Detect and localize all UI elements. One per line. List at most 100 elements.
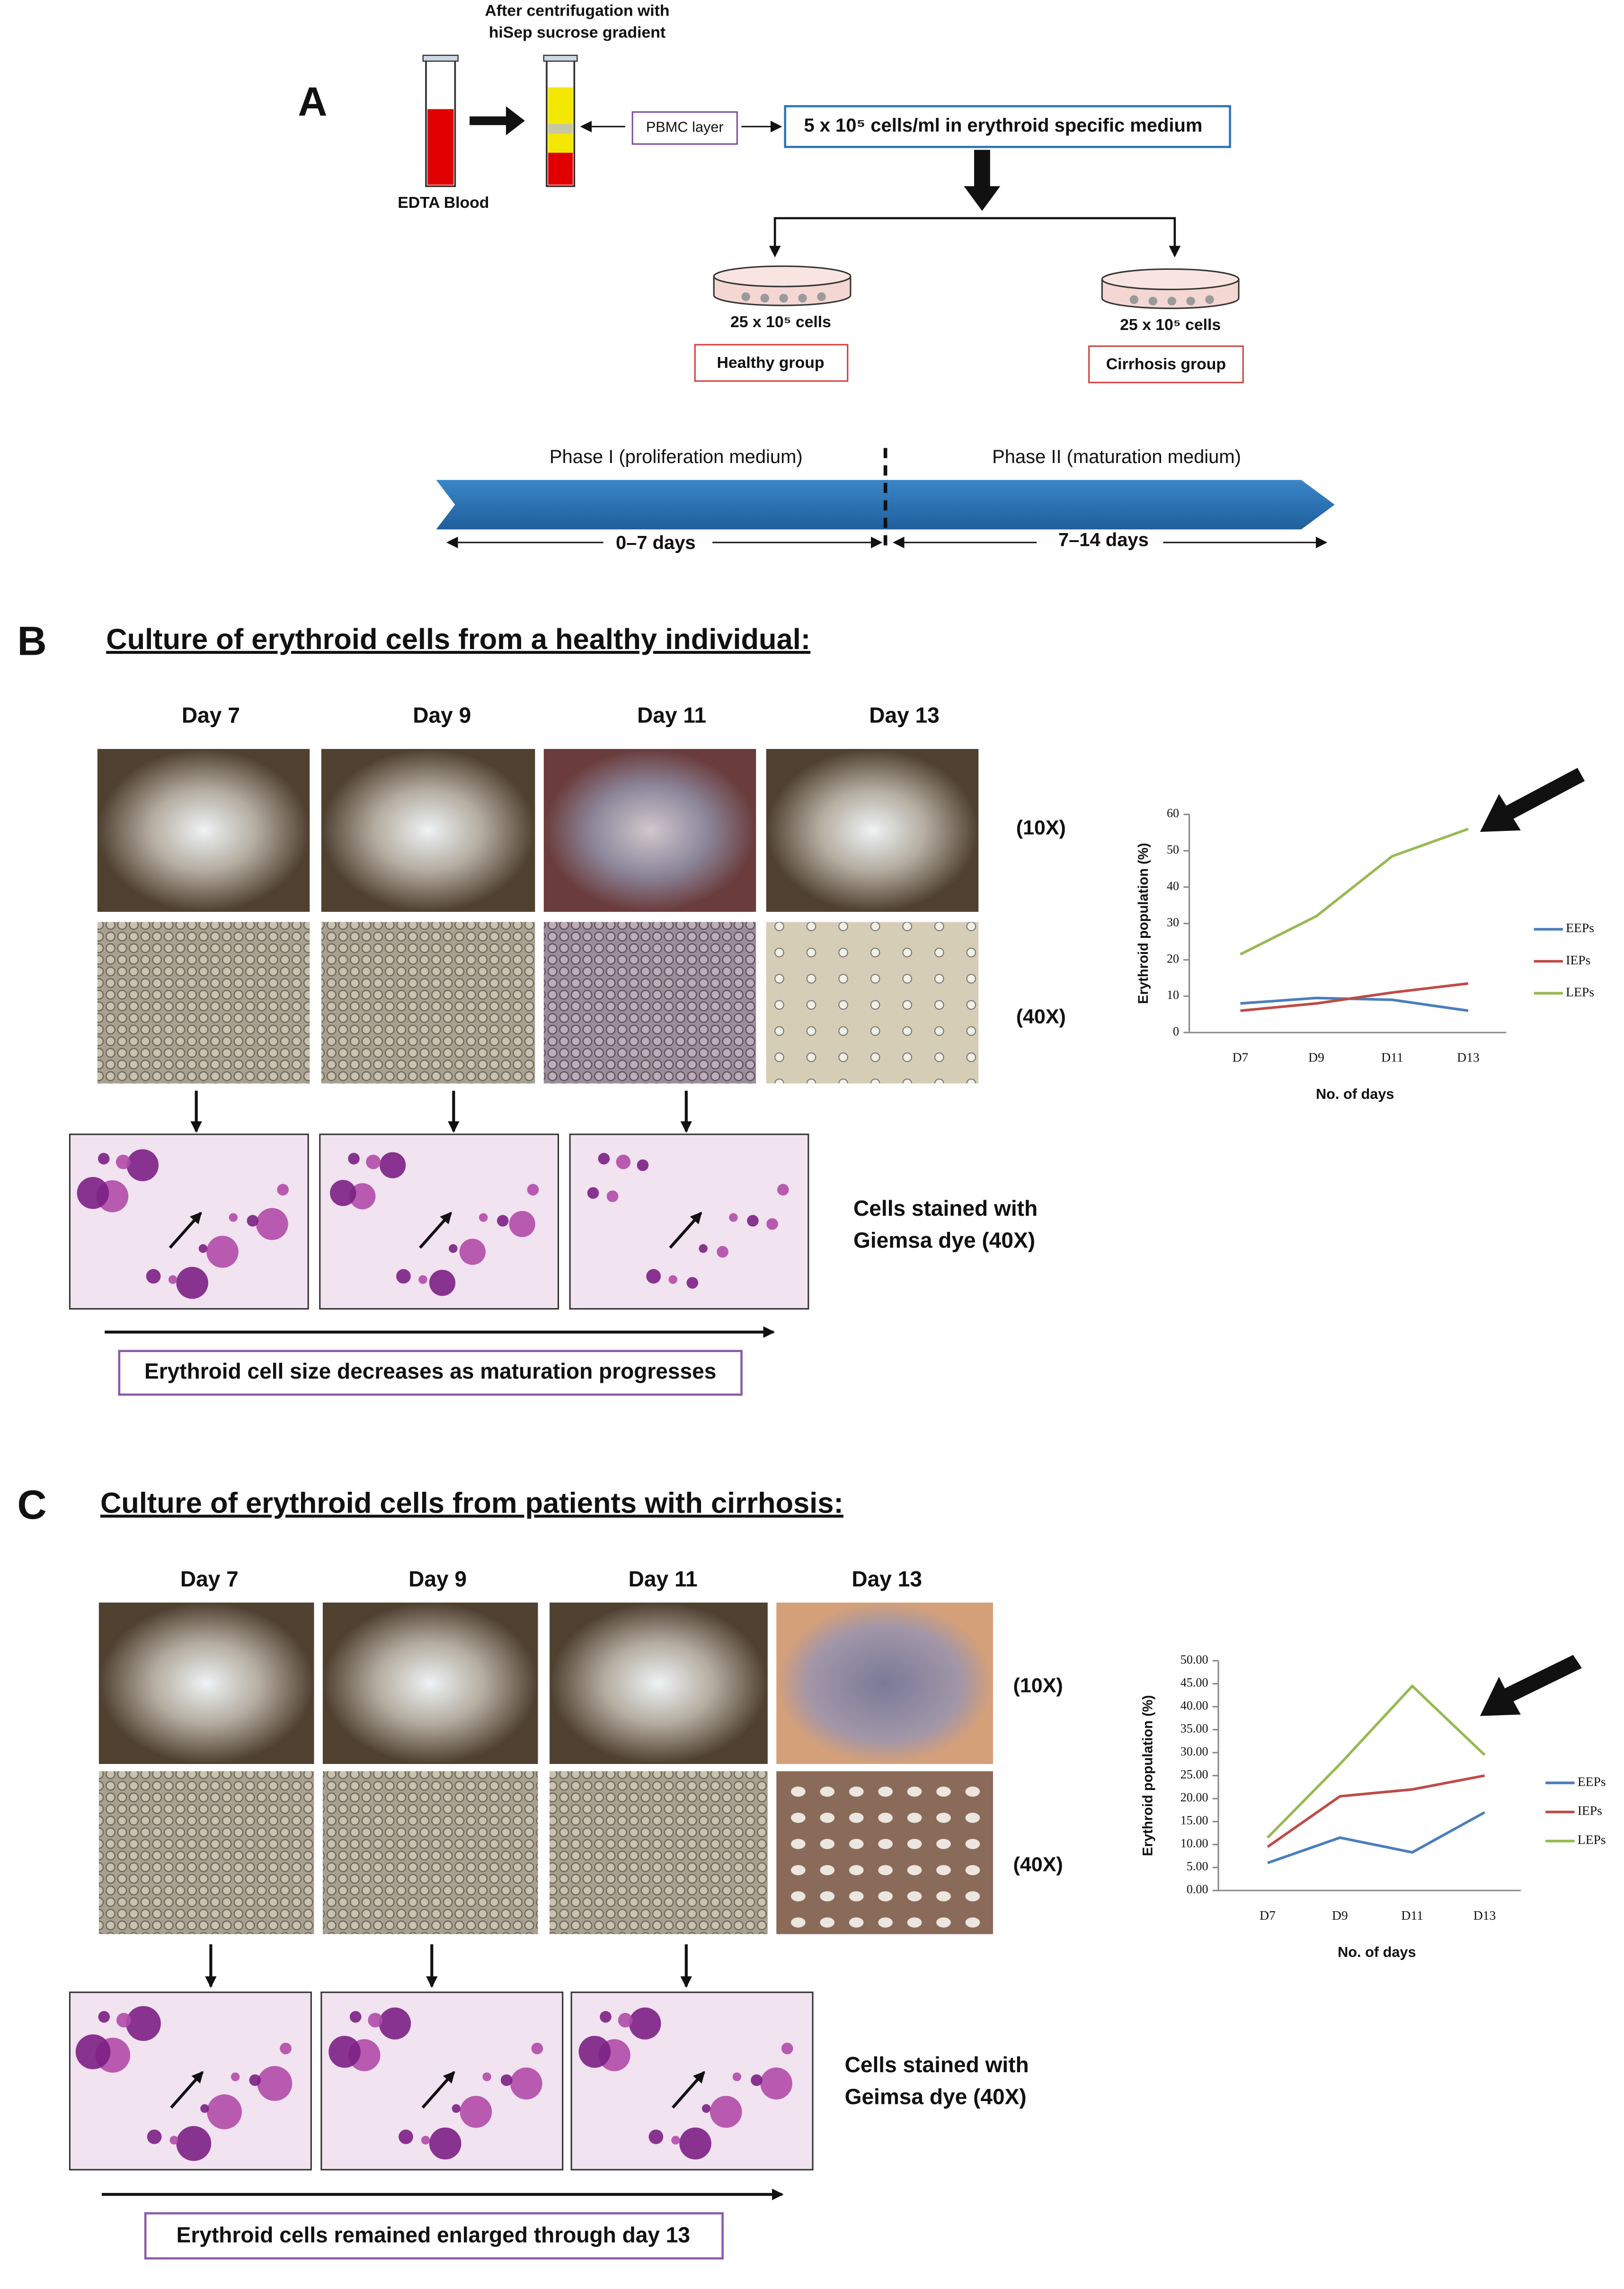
y-tick-label: 20	[1167, 952, 1179, 965]
stain-note: Geimsa dye (40X)	[845, 2084, 1027, 2109]
cell	[418, 1275, 427, 1284]
legend-label: EEPs	[1578, 1774, 1606, 1789]
cell	[368, 2013, 383, 2028]
cell	[497, 1215, 509, 1227]
x-axis-label: No. of days	[1316, 1086, 1394, 1102]
box	[694, 344, 849, 382]
cell	[618, 2013, 633, 2028]
cell	[598, 1153, 610, 1165]
box	[1088, 345, 1244, 383]
cell	[98, 1153, 110, 1165]
photo	[321, 922, 535, 1084]
tube	[422, 54, 459, 187]
caption: Erythroid cell size decreases as maturat…	[144, 1359, 716, 1383]
day-label: Day 7	[182, 703, 240, 728]
x-tick-label: D9	[1308, 1050, 1324, 1065]
cell	[379, 1152, 406, 1178]
phase-label: Phase I (proliferation medium)	[550, 446, 803, 467]
stained-photo	[69, 1133, 309, 1310]
y-tick-label: 30.00	[1180, 1745, 1208, 1758]
box	[784, 105, 1231, 148]
photo	[766, 749, 979, 912]
pointer-arrow	[1480, 1655, 1582, 1716]
cell	[527, 1184, 539, 1196]
day-label: Day 7	[180, 1567, 239, 1591]
stain-note: Cells stained with	[853, 1196, 1038, 1220]
cell	[75, 2034, 111, 2069]
y-tick-label: 0	[1173, 1024, 1179, 1038]
cell	[460, 2095, 492, 2128]
cell	[126, 1149, 159, 1182]
cell	[587, 1187, 599, 1199]
cell	[256, 1208, 288, 1240]
y-axis-label: Erythroid population (%)	[1136, 843, 1151, 1004]
period-label: 0–7 days	[616, 532, 696, 553]
cell	[77, 1177, 109, 1209]
cell	[399, 2129, 413, 2144]
cells-label: 25 x 10⁵ cells	[730, 313, 831, 331]
arrow	[671, 2071, 705, 2109]
photo	[322, 1603, 538, 1764]
cell	[206, 1236, 239, 1268]
y-tick-label: 20.00	[1180, 1790, 1208, 1804]
cell	[452, 2104, 461, 2113]
cell	[482, 2072, 491, 2082]
cell	[668, 1275, 677, 1284]
y-tick-label: 40	[1167, 879, 1179, 893]
x-tick-label: D11	[1401, 1908, 1423, 1923]
cell	[176, 1266, 208, 1299]
legend-label: EEPs	[1566, 920, 1594, 935]
cell	[701, 2104, 711, 2113]
y-tick-label: 30	[1167, 916, 1179, 929]
data-line	[1267, 1774, 1485, 1848]
cell	[169, 2136, 178, 2145]
cell	[500, 2074, 513, 2086]
legend-label: LEPs	[1566, 984, 1594, 999]
day-label: Day 13	[869, 703, 940, 728]
photo	[550, 1771, 768, 1934]
cell	[280, 2042, 292, 2055]
day-label: Day 9	[413, 703, 471, 728]
cell	[349, 2011, 362, 2023]
photo	[543, 922, 756, 1084]
y-tick-label: 15.00	[1180, 1814, 1208, 1827]
photo	[766, 922, 979, 1084]
pointer-arrow	[1480, 767, 1585, 832]
day-label: Day 13	[852, 1567, 922, 1591]
arrow	[169, 1211, 202, 1249]
magnification-label: (10X)	[1016, 816, 1066, 839]
caption: Erythroid cells remained enlarged throug…	[177, 2222, 690, 2247]
y-tick-label: 0.00	[1187, 1882, 1208, 1896]
photo	[97, 922, 310, 1084]
day-label: Day 11	[629, 1567, 698, 1591]
cell	[699, 1244, 708, 1253]
header-text: hiSep sucrose gradient	[489, 24, 666, 42]
cell	[781, 2042, 793, 2055]
data-line	[1267, 1811, 1485, 1864]
cell	[379, 2007, 411, 2040]
stain-note: Giemsa dye (40X)	[853, 1228, 1035, 1252]
cell	[429, 2127, 461, 2160]
cell	[229, 1213, 238, 1222]
photo	[543, 749, 756, 912]
legend-label: IEPs	[1566, 953, 1590, 967]
cell	[207, 2094, 242, 2129]
cell	[760, 2067, 792, 2100]
cell	[459, 1238, 486, 1265]
y-axis-label: Erythroid population (%)	[1140, 1695, 1155, 1856]
cell	[168, 1275, 177, 1284]
cell	[686, 1277, 699, 1289]
cell	[116, 2013, 131, 2028]
medium-label: 5 x 10⁵ cells/ml in erythroid specific m…	[804, 115, 1202, 136]
stained-photo	[569, 1133, 809, 1310]
cell	[531, 2042, 543, 2055]
cell	[671, 2136, 680, 2145]
panel-label: A	[298, 79, 327, 125]
stained-photo	[319, 1133, 559, 1310]
dish	[713, 265, 852, 306]
y-tick-label: 50	[1167, 843, 1179, 856]
cell	[732, 2072, 742, 2082]
cell	[231, 2072, 240, 2082]
magnification-label: (10X)	[1013, 1674, 1063, 1697]
cell	[147, 2129, 162, 2144]
